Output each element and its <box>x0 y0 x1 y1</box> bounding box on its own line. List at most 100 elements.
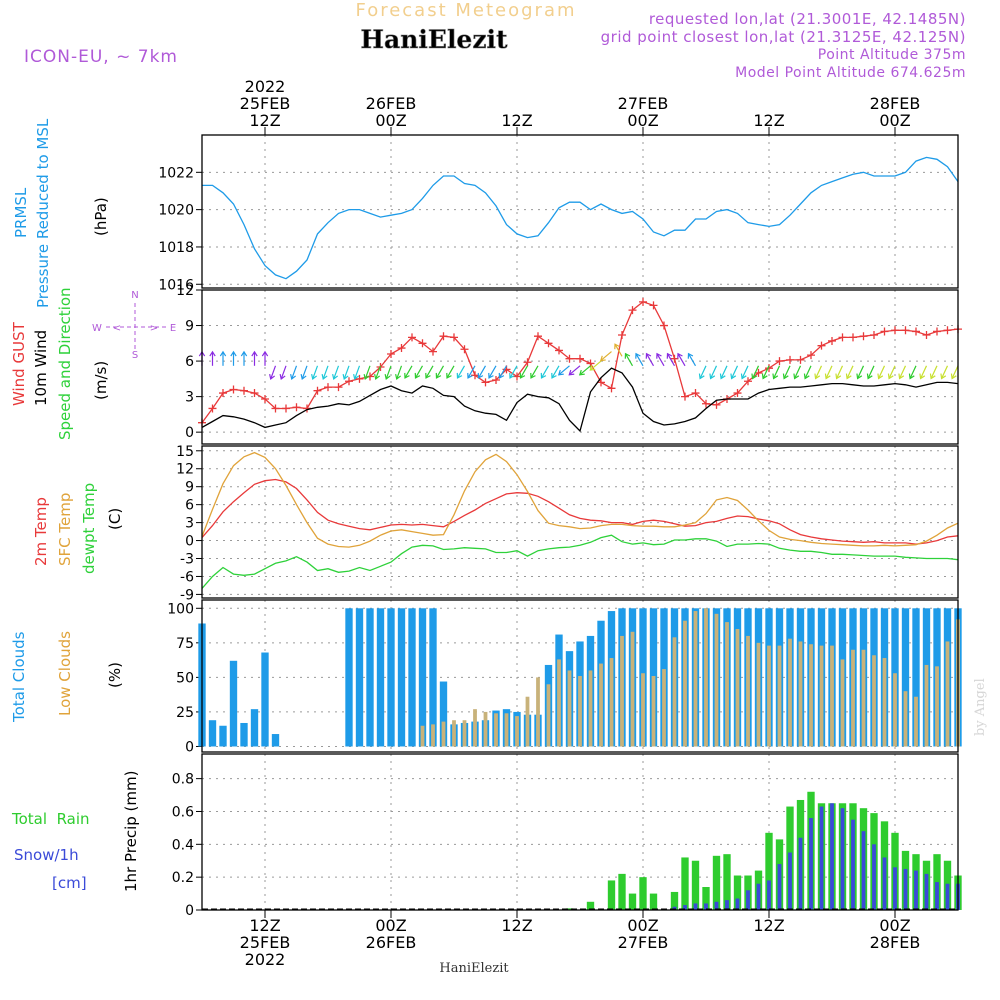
gust-marker <box>240 386 248 395</box>
wind-arrowhead <box>908 373 915 380</box>
gust-marker <box>786 355 794 364</box>
wind-arrowhead <box>666 352 673 359</box>
panels: 1016 1018 1020 1022 0 3 6 9 12 -9 -6-3 0 3 6 9 12 15 0 25 5… <box>158 134 962 919</box>
total-cloud-bar <box>366 608 374 747</box>
wind-arrow <box>867 365 875 379</box>
bottom-hour-label: 00Z <box>627 916 658 935</box>
model-label: ICON-EU, ~ 7km <box>24 47 178 67</box>
clouds-unit: (%) <box>106 662 124 688</box>
wind-arrow <box>322 365 329 380</box>
wind-arrow <box>456 365 466 379</box>
gust-marker <box>807 351 815 360</box>
gust-marker <box>817 341 826 350</box>
gust-marker <box>733 389 742 398</box>
gust-marker <box>534 332 542 341</box>
prmsl-label: PRMSL <box>12 187 30 238</box>
wind-arrow <box>291 365 298 380</box>
wind-arrow <box>825 365 833 379</box>
gust-marker <box>324 383 332 392</box>
snow-unit-label: [cm] <box>52 874 87 892</box>
gust-marker <box>576 354 584 363</box>
rain-bar <box>712 855 721 910</box>
wind-arrow <box>656 353 665 367</box>
gust-marker <box>880 327 889 336</box>
gust-marker <box>282 404 290 413</box>
gust-marker <box>450 333 458 342</box>
low-cloud-bar <box>788 638 792 747</box>
gust-marker <box>639 297 647 306</box>
wind-arrowhead <box>498 372 505 379</box>
gust-marker <box>271 404 280 413</box>
gust-marker <box>796 355 805 364</box>
bottom-date-label: 26FEB <box>366 933 417 952</box>
gust-marker <box>618 331 626 340</box>
wind-arrow <box>677 353 686 367</box>
snow-bar <box>872 844 876 910</box>
wind-arrow <box>899 365 907 379</box>
gust-marker <box>261 394 269 403</box>
gust-marker <box>418 339 427 348</box>
low-cloud-bar <box>945 641 950 747</box>
rain-bar <box>607 880 616 910</box>
temp-panel: -9 -6-3 0 3 6 9 12 15 <box>176 444 959 603</box>
wind-arrowhead <box>645 352 652 359</box>
top-date-label: 25FEB <box>240 94 291 113</box>
precip-frame <box>201 753 959 911</box>
low-cloud-bar <box>462 720 467 747</box>
gust-marker <box>292 403 301 412</box>
wind-arrow <box>425 365 434 379</box>
wind-speed-dir-label: Speed and Direction <box>56 287 74 440</box>
wind-arrowhead <box>950 373 957 380</box>
wind-arrow <box>804 365 812 379</box>
y-tick-label: 0 <box>185 903 194 919</box>
wind-arrow <box>687 353 697 367</box>
low-cloud-bar <box>567 670 572 747</box>
low-cloud-bar <box>546 684 551 747</box>
snow-bar <box>914 870 918 910</box>
wind-arrow <box>435 365 445 379</box>
compass-n: N <box>131 290 138 301</box>
temp-frame <box>201 445 959 599</box>
wind-arrowhead <box>940 373 947 380</box>
y-tick-label: -9 <box>180 587 194 603</box>
wind-arrow <box>270 365 277 380</box>
snow-bar <box>851 819 855 910</box>
low-clouds-label: Low Clouds <box>56 631 74 716</box>
station-name: HaniElezit <box>360 25 508 54</box>
precip-labels: Total Rain Snow/1h [cm] 1hr Precip (mm) <box>11 771 140 892</box>
gust-marker <box>597 378 605 387</box>
wind-arrowhead <box>877 373 884 380</box>
total-cloud-bar <box>408 608 416 747</box>
gridpoint-coords: grid point closest lon,lat (21.3125E, 42… <box>601 28 966 46</box>
watermark: by Angel <box>973 678 988 736</box>
wind-10m-label: 10m Wind <box>32 330 50 406</box>
gust-marker <box>250 389 259 398</box>
wind-arrowhead <box>290 373 297 381</box>
low-cloud-bar <box>504 713 509 747</box>
y-tick-label: -6 <box>180 569 194 585</box>
temp-dew-label: dewpt Temp <box>80 483 98 574</box>
precip-axis-label: 1hr Precip (mm) <box>122 771 140 892</box>
wind-arrow <box>385 365 392 380</box>
wind-arrowhead <box>540 372 547 379</box>
wind-panel: 0 3 6 9 12 <box>176 283 962 445</box>
rain-bar <box>618 873 626 910</box>
low-cloud-bar <box>861 649 866 747</box>
low-cloud-bar <box>851 649 855 747</box>
gust-marker <box>859 332 868 341</box>
top-date-label: 27FEB <box>618 94 669 113</box>
clouds-panel: 0 25 50 75 100 <box>167 599 962 755</box>
wind-arrowhead <box>568 369 575 376</box>
snow-bar <box>861 831 866 910</box>
wind-arrowhead <box>698 373 705 380</box>
wind-arrowhead <box>456 372 463 379</box>
low-cloud-bar <box>735 629 740 747</box>
total-cloud-bar <box>376 608 385 747</box>
model-altitude: Model Point Altitude 674.625m <box>735 65 966 81</box>
gust-marker <box>933 327 941 336</box>
wind-arrow <box>414 365 424 379</box>
temp-unit: (C) <box>106 508 124 530</box>
svg-text:<: < <box>113 323 121 334</box>
y-tick-label: 9 <box>185 319 194 335</box>
